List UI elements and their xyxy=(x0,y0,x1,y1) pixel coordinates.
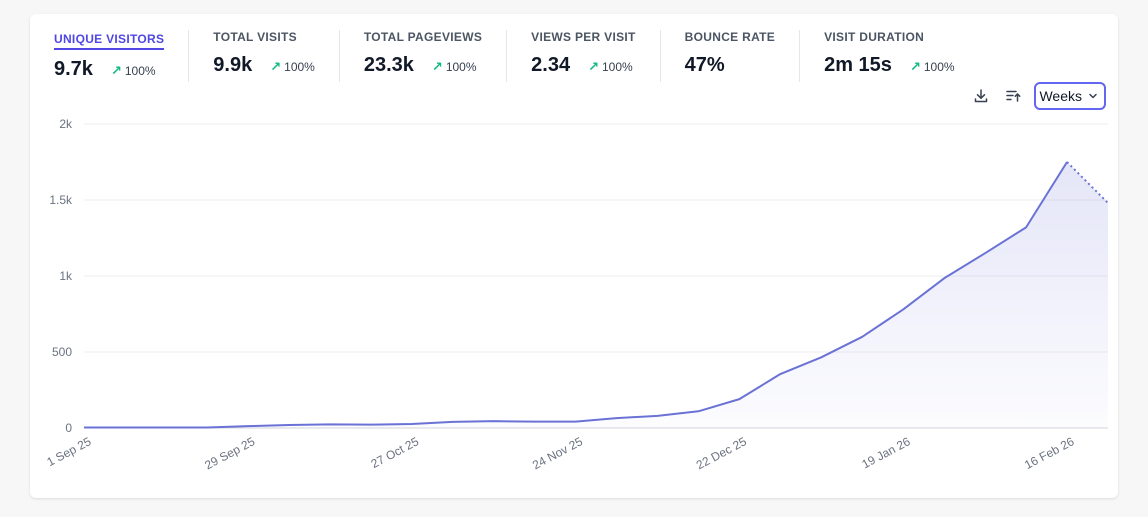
metric-total-pageviews[interactable]: TOTAL PAGEVIEWS 23.3k ↗ 100% xyxy=(363,30,508,82)
trend-up-icon: ↗ xyxy=(909,59,921,74)
x-tick-label: 27 Oct 25 xyxy=(369,434,422,471)
data-point xyxy=(1065,160,1069,164)
trend-up-icon: ↗ xyxy=(110,63,122,78)
metric-value: 47% xyxy=(684,54,725,76)
interval-label: Weeks xyxy=(1039,88,1082,104)
metric-value: 23.3k xyxy=(363,54,414,76)
data-point xyxy=(82,426,86,430)
metric-change-value: 100% xyxy=(284,60,315,74)
x-tick-label: 29 Sep 25 xyxy=(202,434,257,472)
metric-label: TOTAL PAGEVIEWS xyxy=(363,30,483,44)
metric-label: VISIT DURATION xyxy=(824,30,925,44)
visitors-line-chart: 0 500 1k 1.5k 2k 1 Sep 25 29 Sep 25 27 Oct 25 24… xyxy=(44,117,1110,472)
metric-change: ↗ 100% xyxy=(432,59,477,75)
metric-value: 9.7k xyxy=(54,58,93,80)
data-point xyxy=(614,416,618,420)
metric-value: 2.34 xyxy=(531,54,571,76)
data-point xyxy=(655,414,659,418)
metrics-row: UNIQUE VISITORS 9.7k ↗ 100% TOTAL VISITS … xyxy=(54,30,1003,82)
data-point xyxy=(942,276,946,280)
metric-unique-visitors[interactable]: UNIQUE VISITORS 9.7k ↗ 100% xyxy=(54,30,190,82)
x-tick-label: 1 Sep 25 xyxy=(44,434,93,469)
chevron-down-icon xyxy=(1089,93,1097,99)
metric-label: TOTAL VISITS xyxy=(213,30,297,44)
data-point xyxy=(369,423,373,427)
data-point xyxy=(287,423,291,427)
data-point xyxy=(123,426,127,430)
data-point xyxy=(328,422,332,426)
metric-change-value: 100% xyxy=(124,64,156,78)
metric-change: ↗ 100% xyxy=(588,59,633,75)
data-point xyxy=(860,335,864,339)
interval-select[interactable]: Weeks xyxy=(1034,82,1106,110)
x-tick-label: 22 Dec 25 xyxy=(694,434,749,472)
data-point xyxy=(819,355,823,359)
data-point xyxy=(533,420,537,424)
metric-label: UNIQUE VISITORS xyxy=(54,32,165,50)
y-tick-label: 1k xyxy=(59,269,73,283)
metric-value: 2m 15s xyxy=(824,54,892,76)
y-tick-label: 1.5k xyxy=(49,193,73,207)
data-point xyxy=(164,426,168,430)
x-tick-label: 19 Jan 26 xyxy=(859,434,912,471)
data-point xyxy=(696,409,700,413)
x-tick-label: 16 Feb 26 xyxy=(1022,434,1077,472)
data-point xyxy=(205,426,209,430)
trend-up-icon: ↗ xyxy=(431,59,443,74)
y-tick-label: 500 xyxy=(52,345,72,359)
metric-change-value: 100% xyxy=(923,60,955,74)
metric-label: VIEWS PER VISIT xyxy=(531,30,636,44)
y-tick-label: 0 xyxy=(65,421,72,435)
data-point xyxy=(1024,225,1028,229)
metric-bounce-rate[interactable]: BOUNCE RATE 47% xyxy=(684,30,801,82)
data-point xyxy=(492,419,496,423)
data-point xyxy=(901,307,905,311)
metric-views-per-visit[interactable]: VIEWS PER VISIT 2.34 ↗ 100% xyxy=(531,30,661,82)
chart-controls: Weeks xyxy=(970,82,1106,110)
data-point xyxy=(410,422,414,426)
metric-change: ↗ 100% xyxy=(270,59,315,75)
metric-visit-duration[interactable]: VISIT DURATION 2m 15s ↗ 100% xyxy=(824,30,978,82)
metric-label: BOUNCE RATE xyxy=(684,30,776,44)
data-point xyxy=(1106,201,1110,205)
series-line xyxy=(84,161,1068,429)
trend-up-icon: ↗ xyxy=(270,59,282,74)
analytics-card: UNIQUE VISITORS 9.7k ↗ 100% TOTAL VISITS … xyxy=(30,14,1118,498)
data-point xyxy=(983,251,987,255)
data-point xyxy=(451,420,455,424)
x-tick-label: 24 Nov 25 xyxy=(530,434,585,472)
data-point xyxy=(778,372,782,376)
data-point xyxy=(246,424,250,428)
trend-up-icon: ↗ xyxy=(588,59,599,74)
metric-change-value: 100% xyxy=(445,60,477,74)
metric-change: ↗ 100% xyxy=(111,63,156,79)
metric-change: ↗ 100% xyxy=(910,59,955,75)
data-point xyxy=(574,420,578,424)
metric-total-visits[interactable]: TOTAL VISITS 9.9k ↗ 100% xyxy=(213,30,340,82)
metric-value: 9.9k xyxy=(213,54,253,76)
data-point xyxy=(737,397,741,401)
series-area xyxy=(84,162,1108,428)
sort-ascending-icon[interactable] xyxy=(1002,85,1024,107)
metric-change-value: 100% xyxy=(601,60,633,74)
y-tick-label: 2k xyxy=(59,117,73,131)
download-icon[interactable] xyxy=(970,85,992,107)
